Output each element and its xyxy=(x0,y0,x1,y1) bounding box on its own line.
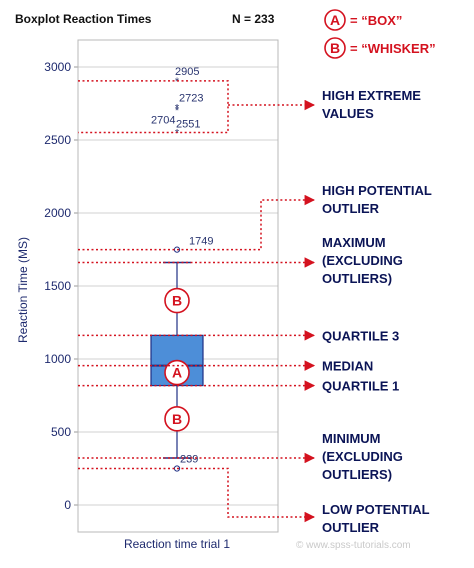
whisker-marker-b-upper: B xyxy=(164,287,190,314)
label-minimum-line: OUTLIERS) xyxy=(322,467,392,482)
label-quartile1: QUARTILE 1 xyxy=(322,379,399,394)
label-high-extreme: HIGH EXTREME VALUES xyxy=(322,88,421,121)
legend-item: A = “BOX” xyxy=(324,9,402,31)
whisker-marker-b-upper-ring xyxy=(164,287,190,314)
box-marker-a: A xyxy=(164,359,190,386)
y-tick-label: 3000 xyxy=(44,60,71,74)
legend-item: B = “WHISKER” xyxy=(324,37,436,59)
label-high-outlier-line: OUTLIER xyxy=(322,201,380,216)
chart-title: Boxplot Reaction Times xyxy=(15,12,152,26)
label-high-outlier-line: HIGH POTENTIAL xyxy=(322,183,432,198)
label-quartile3-line: QUARTILE 3 xyxy=(322,328,399,343)
label-low-outlier-line: OUTLIER xyxy=(322,520,380,535)
low-outlier-connector xyxy=(78,467,316,523)
extreme-label: 2723 xyxy=(179,92,203,104)
watermark: © www.spss-tutorials.com xyxy=(296,540,411,551)
box-marker-a-ring xyxy=(164,359,190,386)
legend-text: = “WHISKER” xyxy=(350,41,436,56)
label-median: MEDIAN xyxy=(322,359,373,374)
sample-size-label: N = 233 xyxy=(232,12,275,26)
label-high-outlier: HIGH POTENTIAL OUTLIER xyxy=(322,183,432,216)
whisker-marker-b-lower: B xyxy=(164,406,190,432)
legend-text: = “BOX” xyxy=(350,13,402,28)
label-maximum: MAXIMUM (EXCLUDING OUTLIERS) xyxy=(322,235,403,286)
y-tick-label: 1500 xyxy=(44,279,71,293)
label-minimum-line: (EXCLUDING xyxy=(322,449,403,464)
box-marker-a-letter: A xyxy=(172,365,182,381)
high-outlier-connector xyxy=(78,194,316,251)
legend: A = “BOX” B = “WHISKER” xyxy=(324,9,436,59)
label-minimum: MINIMUM (EXCLUDING OUTLIERS) xyxy=(322,431,403,482)
whisker-marker-b-lower-ring xyxy=(164,406,190,432)
label-high-extreme-line: VALUES xyxy=(322,106,374,121)
label-low-outlier: LOW POTENTIAL OUTLIER xyxy=(322,502,430,535)
y-tick-label: 1000 xyxy=(44,352,71,366)
legend-letter: A xyxy=(330,12,340,28)
whisker-marker-b-upper-letter: B xyxy=(172,293,182,309)
plot-frame xyxy=(77,39,279,533)
x-category-label: Reaction time trial 1 xyxy=(124,537,230,551)
legend-ring xyxy=(324,37,346,59)
whisker-marker-b-lower-letter: B xyxy=(172,411,182,427)
label-median-line: MEDIAN xyxy=(322,359,373,374)
label-maximum-line: OUTLIERS) xyxy=(322,271,392,286)
extreme-star: * xyxy=(175,76,180,88)
extreme-star: * xyxy=(175,102,180,114)
extreme-label: 2905 xyxy=(175,66,199,78)
label-quartile1-line: QUARTILE 1 xyxy=(322,379,399,394)
extreme-label: 2551 xyxy=(176,119,200,131)
extreme-star: * xyxy=(175,128,180,140)
label-low-outlier-line: LOW POTENTIAL xyxy=(322,502,430,517)
legend-letter: B xyxy=(330,40,340,56)
high-extreme-bracket xyxy=(78,80,229,134)
outlier-label: 1749 xyxy=(189,236,213,248)
boxplot: A B B xyxy=(150,261,204,459)
extreme-label: 2704 xyxy=(151,114,175,126)
label-high-extreme-line: HIGH EXTREME xyxy=(322,88,421,103)
outlier-label: 239 xyxy=(180,454,198,466)
y-axis-label: Reaction Time (MS) xyxy=(16,237,30,343)
label-maximum-line: MAXIMUM xyxy=(322,235,386,250)
y-tick-label: 2000 xyxy=(44,206,71,220)
extreme-star: * xyxy=(175,105,180,117)
y-tick-label: 500 xyxy=(51,425,71,439)
legend-ring xyxy=(324,9,346,31)
label-maximum-line: (EXCLUDING xyxy=(322,253,403,268)
y-tick-label: 0 xyxy=(64,498,71,512)
y-axis-ticks: 0 500 1000 1500 2000 2500 3000 xyxy=(44,60,78,512)
label-minimum-line: MINIMUM xyxy=(322,431,381,446)
label-quartile3: QUARTILE 3 xyxy=(322,328,399,343)
y-tick-label: 2500 xyxy=(44,133,71,147)
annotations: HIGH EXTREME VALUES HIGH POTENTIAL OUTLIER M… xyxy=(78,80,432,535)
